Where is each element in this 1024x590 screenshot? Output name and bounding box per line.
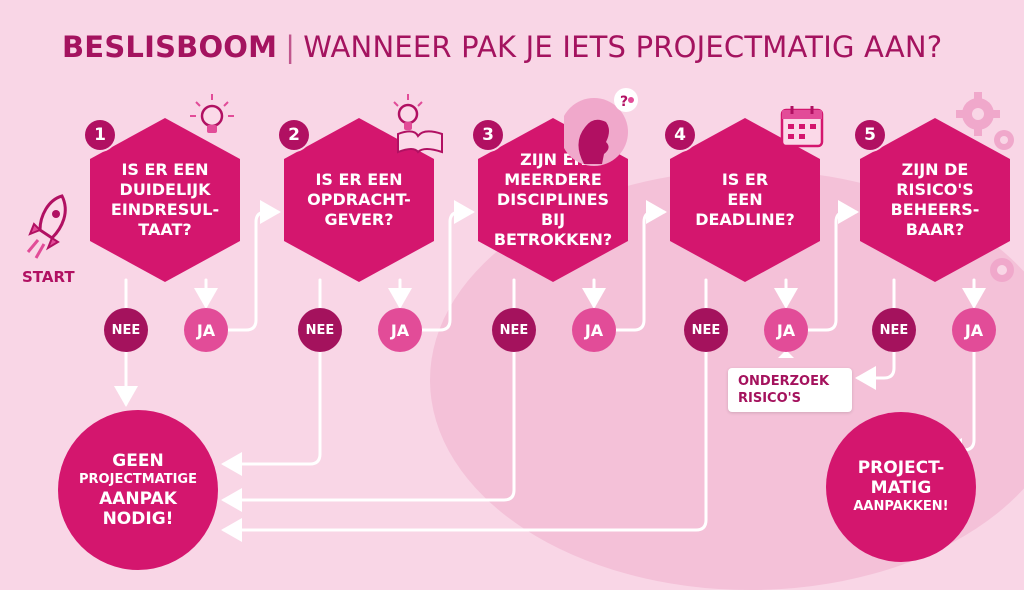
yes-pill-1: JA [184, 308, 228, 352]
step-number-5: 5 [855, 120, 885, 150]
yes-pill-5: JA [952, 308, 996, 352]
no-pill-1: NEE [104, 308, 148, 352]
rocket-icon [26, 194, 67, 259]
step-number-2: 2 [279, 120, 309, 150]
no-pill-2: NEE [298, 308, 342, 352]
yes-pill-4: JA [764, 308, 808, 352]
small-gear-icon [990, 258, 1014, 282]
calendar-icon [780, 106, 824, 148]
no-pill-3: NEE [492, 308, 536, 352]
page-title: BESLISBOOM | WANNEER PAK JE IETS PROJECTMA… [62, 30, 943, 64]
step-number-1: 1 [85, 120, 115, 150]
yes-pill-3: JA [572, 308, 616, 352]
lightbulb-book-icon [393, 94, 443, 154]
connector-lines [114, 200, 986, 542]
no-pill-4: NEE [684, 308, 728, 352]
outcome-project: PROJECT- MATIG AANPAKKEN! [826, 412, 976, 562]
thinking-person-icon: ? [564, 88, 638, 166]
start-label: START [22, 268, 75, 286]
no-pill-5: NEE [872, 308, 916, 352]
research-risks-box: ONDERZOEK RISICO'S [728, 368, 852, 412]
gears-icon [956, 92, 1014, 150]
yes-pill-2: JA [378, 308, 422, 352]
step-number-3: 3 [473, 120, 503, 150]
svg-text:?: ? [620, 94, 628, 110]
lightbulb-icon [190, 94, 234, 133]
step-number-4: 4 [665, 120, 695, 150]
outcome-no-project: GEEN PROJECTMATIGE AANPAK NODIG! [58, 410, 218, 570]
